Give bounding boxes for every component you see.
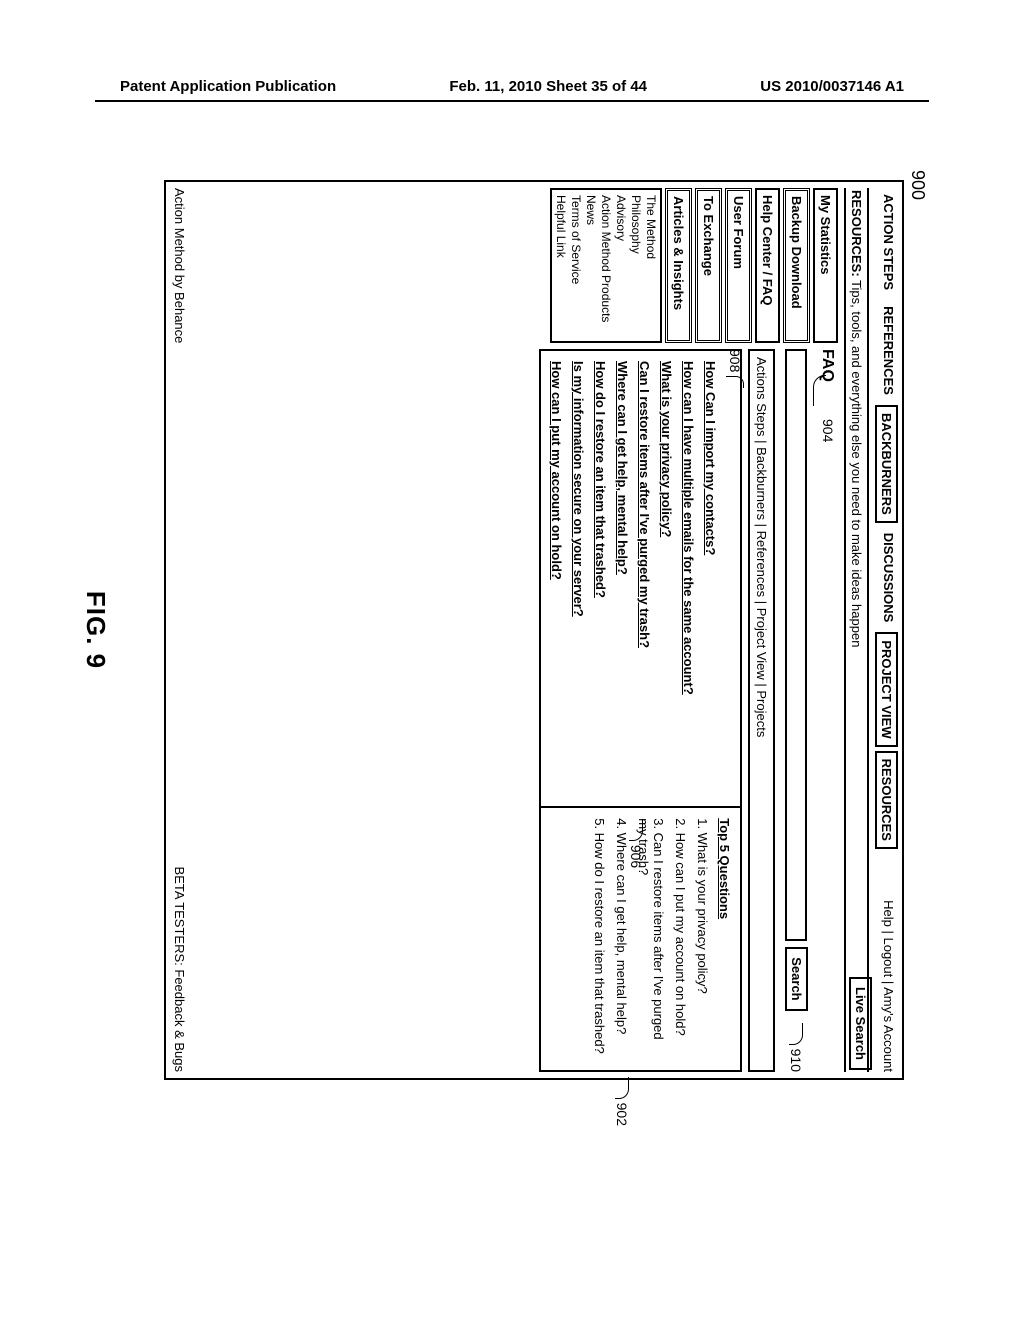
faq-link[interactable]: How do I restore an item that trashed? bbox=[593, 361, 608, 796]
sidebar-item-exchange[interactable]: To Exchange bbox=[695, 188, 722, 343]
faq-link[interactable]: Is my information secure on your server? bbox=[571, 361, 586, 796]
tab-discussions[interactable]: DISCUSSIONS bbox=[879, 527, 898, 629]
resources-label: RESOURCES: bbox=[849, 190, 864, 277]
page-header: Patent Application Publication Feb. 11, … bbox=[0, 78, 1024, 95]
top5-item[interactable]: 2. How can I put my account on hold? bbox=[673, 818, 688, 1060]
footer-right[interactable]: BETA TESTERS: Feedback & Bugs bbox=[172, 867, 187, 1072]
top5-item[interactable]: 4. Where can I get help, mental help? bbox=[614, 818, 629, 1060]
top5-item[interactable]: 5. How do I restore an item that trashed… bbox=[592, 818, 607, 1060]
top-nav: ACTION STEPS REFERENCES BACKBURNERS DISC… bbox=[875, 182, 902, 1078]
sublink[interactable]: Helpful Link bbox=[554, 195, 568, 336]
figure-stage: 900 ACTION STEPS REFERENCES BACKBURNERS … bbox=[120, 180, 904, 1080]
faq-subnav[interactable]: Actions Steps | Backburners | References… bbox=[748, 349, 775, 1072]
faq-link[interactable]: Can I restore items after I've purged my… bbox=[637, 361, 652, 796]
sidebar-item-help-faq[interactable]: Help Center / FAQ bbox=[755, 188, 780, 343]
footer-left: Action Method by Behance bbox=[172, 188, 187, 343]
faq-question-list: 908 How Can I import my contacts? How ca… bbox=[541, 351, 740, 808]
ui-root: 900 ACTION STEPS REFERENCES BACKBURNERS … bbox=[120, 180, 904, 1080]
tab-resources[interactable]: RESOURCES bbox=[875, 751, 898, 849]
faq-link[interactable]: Where can I get help, mental help? bbox=[615, 361, 630, 796]
faq-link[interactable]: How can I put my account on hold? bbox=[549, 361, 564, 796]
sidebar-item-user-forum[interactable]: User Forum bbox=[725, 188, 752, 343]
faq-link[interactable]: How can I have multiple emails for the s… bbox=[681, 361, 696, 796]
app-window: ACTION STEPS REFERENCES BACKBURNERS DISC… bbox=[164, 180, 904, 1080]
sheet-label: Feb. 11, 2010 Sheet 35 of 44 bbox=[449, 78, 647, 95]
sublink[interactable]: Action Method Products bbox=[599, 195, 613, 336]
ref-908: 908 bbox=[726, 349, 744, 388]
top5-item[interactable]: 1. What is your privacy policy? bbox=[695, 818, 710, 1060]
top5-heading: Top 5 Questions bbox=[717, 818, 732, 1060]
tab-project-view[interactable]: PROJECT VIEW bbox=[875, 632, 898, 746]
sublink[interactable]: Advisory bbox=[614, 195, 628, 336]
sublink[interactable]: News bbox=[584, 195, 598, 336]
faq-link[interactable]: How Can I import my contacts? bbox=[703, 361, 718, 796]
sublink[interactable]: The Method bbox=[644, 195, 658, 336]
pub-label: Patent Application Publication bbox=[120, 78, 336, 95]
tab-references[interactable]: REFERENCES bbox=[879, 300, 898, 401]
faq-search-input[interactable] bbox=[786, 349, 808, 941]
faq-link[interactable]: What is your privacy policy? bbox=[659, 361, 674, 796]
figure-label: FIG. 9 bbox=[80, 591, 111, 669]
top5-item[interactable]: 3. Can I restore items after I've purged… bbox=[636, 818, 666, 1060]
ref-904: 904 bbox=[820, 419, 836, 442]
sidebar: My Statistics Backup Download Help Cente… bbox=[539, 188, 838, 343]
tab-action-steps[interactable]: ACTION STEPS bbox=[879, 188, 898, 296]
ref-910: 910 bbox=[789, 1023, 805, 1072]
faq-search-button[interactable]: Search bbox=[785, 947, 808, 1010]
faq-heading: FAQ bbox=[814, 349, 838, 1072]
ref-900: 900 bbox=[907, 170, 928, 200]
resources-bar: RESOURCES: Tips, tools, and everything e… bbox=[844, 188, 869, 1072]
tab-backburners[interactable]: BACKBURNERS bbox=[875, 405, 898, 523]
sidebar-item-articles[interactable]: Articles & Insights bbox=[665, 188, 692, 343]
sidebar-item-backup[interactable]: Backup Download bbox=[783, 188, 810, 343]
main-area: My Statistics Backup Download Help Cente… bbox=[533, 182, 844, 1078]
sidebar-sublinks: The Method Philosophy Advisory Action Me… bbox=[550, 188, 662, 343]
footer: Action Method by Behance BETA TESTERS: F… bbox=[172, 188, 187, 1072]
live-search-button[interactable]: Live Search bbox=[849, 977, 872, 1070]
sidebar-item-my-stats[interactable]: My Statistics bbox=[813, 188, 838, 343]
resources-text: Tips, tools, and everything else you nee… bbox=[849, 277, 864, 648]
faq-columns: 908 How Can I import my contacts? How ca… bbox=[539, 349, 742, 1072]
faq-search-row: Search 910 bbox=[785, 349, 808, 1072]
center-column: FAQ 904 Search 910 Actions Steps | Backb… bbox=[539, 349, 838, 1072]
pub-number: US 2010/0037146 A1 bbox=[760, 78, 904, 95]
header-rule bbox=[95, 100, 929, 102]
ref-902: 902 bbox=[614, 1077, 630, 1126]
sublink[interactable]: Terms of Service bbox=[569, 195, 583, 336]
sublink[interactable]: Philosophy bbox=[629, 195, 643, 336]
faq-top5: Top 5 Questions 1. What is your privacy … bbox=[541, 808, 740, 1070]
account-links[interactable]: Help | Logout | Amy's Account bbox=[881, 900, 898, 1072]
